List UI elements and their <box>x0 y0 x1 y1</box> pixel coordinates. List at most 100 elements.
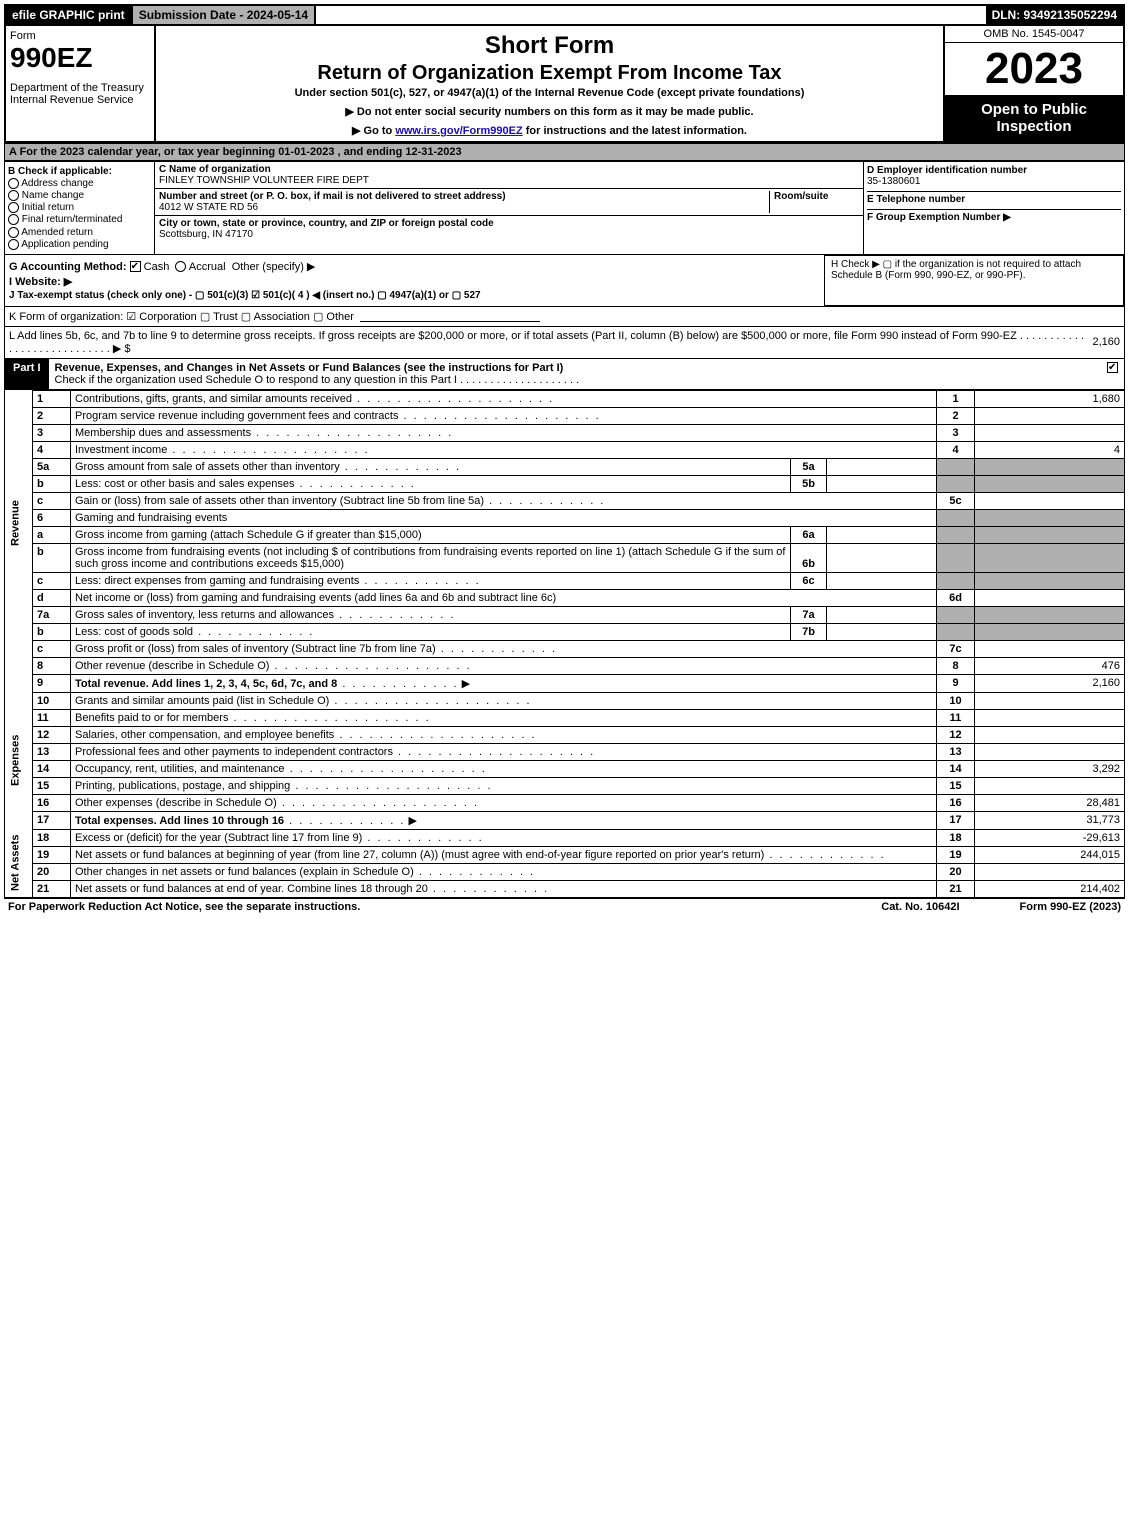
l2-desc: Program service revenue including govern… <box>75 410 601 422</box>
part-i-check-note: Check if the organization used Schedule … <box>55 374 457 386</box>
l6d-num: d <box>33 589 71 606</box>
l10-ln: 10 <box>937 692 975 709</box>
ghijk-left: G Accounting Method: Cash Accrual Other … <box>5 255 824 306</box>
l5a-in: 5a <box>791 458 827 475</box>
l4-amt: 4 <box>975 441 1125 458</box>
l7c-amt <box>975 640 1125 657</box>
chk-initial-return[interactable]: Initial return <box>8 202 151 213</box>
header-right: OMB No. 1545-0047 2023 Open to Public In… <box>943 26 1123 141</box>
l18-ln: 18 <box>937 829 975 846</box>
goto-pre: ▶ Go to <box>352 125 395 137</box>
l18-desc: Excess or (deficit) for the year (Subtra… <box>75 832 362 844</box>
part-i-title: Revenue, Expenses, and Changes in Net As… <box>55 362 564 374</box>
l1-ln: 1 <box>937 390 975 407</box>
l5c-ln: 5c <box>937 492 975 509</box>
l3-desc: Membership dues and assessments <box>75 427 453 439</box>
l17-ln: 17 <box>937 811 975 829</box>
l16-amt: 28,481 <box>975 794 1125 811</box>
l7a-num: 7a <box>33 606 71 623</box>
line-l-gross-receipts: L Add lines 5b, 6c, and 7b to line 9 to … <box>4 327 1125 359</box>
efile-print-label[interactable]: efile GRAPHIC print <box>6 6 133 24</box>
block-bcd: B Check if applicable: Address change Na… <box>4 161 1125 255</box>
l6b-desc: Gross income from fundraising events (no… <box>71 543 791 572</box>
page-footer: For Paperwork Reduction Act Notice, see … <box>4 898 1125 915</box>
submission-date: Submission Date - 2024-05-14 <box>133 6 316 24</box>
ein-value: 35-1380601 <box>867 176 920 187</box>
l9-ln: 9 <box>937 674 975 692</box>
chk-final-return[interactable]: Final return/terminated <box>8 214 151 225</box>
l-text: L Add lines 5b, 6c, and 7b to line 9 to … <box>9 330 1086 355</box>
l15-ln: 15 <box>937 777 975 794</box>
part-i-checkbox[interactable] <box>1107 362 1118 373</box>
l6-desc: Gaming and fundraising events <box>71 509 937 526</box>
l10-desc: Grants and similar amounts paid (list in… <box>75 695 532 707</box>
d-ein-label: D Employer identification number <box>867 165 1027 176</box>
block-ghijk: G Accounting Method: Cash Accrual Other … <box>4 255 1125 307</box>
l2-num: 2 <box>33 407 71 424</box>
l18-amt: -29,613 <box>975 829 1125 846</box>
l12-num: 12 <box>33 726 71 743</box>
l20-desc: Other changes in net assets or fund bala… <box>75 866 414 878</box>
l6a-in: 6a <box>791 526 827 543</box>
chk-amended-return[interactable]: Amended return <box>8 227 151 238</box>
l7c-num: c <box>33 640 71 657</box>
l21-desc: Net assets or fund balances at end of ye… <box>75 883 428 895</box>
header-mid: Short Form Return of Organization Exempt… <box>156 26 943 141</box>
l13-desc: Professional fees and other payments to … <box>75 746 595 758</box>
l6a-num: a <box>33 526 71 543</box>
chk-address-change[interactable]: Address change <box>8 178 151 189</box>
b-title: B Check if applicable: <box>8 166 151 177</box>
part-i-table: Revenue 1 Contributions, gifts, grants, … <box>4 390 1125 898</box>
part-i-label: Part I <box>5 359 49 389</box>
tax-year: 2023 <box>945 43 1123 95</box>
f-group-label: F Group Exemption Number ▶ <box>867 212 1011 223</box>
section-c-org-info: C Name of organization FINLEY TOWNSHIP V… <box>155 162 864 254</box>
l16-desc: Other expenses (describe in Schedule O) <box>75 797 479 809</box>
line-k-form-org: K Form of organization: ☑ Corporation ▢ … <box>4 307 1125 327</box>
l13-num: 13 <box>33 743 71 760</box>
top-bar: efile GRAPHIC print Submission Date - 20… <box>4 4 1125 26</box>
l4-num: 4 <box>33 441 71 458</box>
l6d-ln: 6d <box>937 589 975 606</box>
l12-ln: 12 <box>937 726 975 743</box>
dln: DLN: 93492135052294 <box>986 6 1123 24</box>
l14-ln: 14 <box>937 760 975 777</box>
l2-ln: 2 <box>937 407 975 424</box>
l19-ln: 19 <box>937 846 975 863</box>
omb-number: OMB No. 1545-0047 <box>945 26 1123 43</box>
chk-application-pending[interactable]: Application pending <box>8 239 151 250</box>
l9-desc: Total revenue. Add lines 1, 2, 3, 4, 5c,… <box>75 678 337 690</box>
l13-ln: 13 <box>937 743 975 760</box>
c-room-label: Room/suite <box>774 191 828 202</box>
l20-ln: 20 <box>937 863 975 880</box>
chk-cash[interactable] <box>130 261 141 272</box>
subtitle: Under section 501(c), 527, or 4947(a)(1)… <box>164 87 935 99</box>
note-goto: ▶ Go to www.irs.gov/Form990EZ for instru… <box>164 124 935 137</box>
line-g-accounting: G Accounting Method: Cash Accrual Other … <box>9 260 820 273</box>
irs-label: Internal Revenue Service <box>10 94 150 106</box>
l21-num: 21 <box>33 880 71 897</box>
form-header: Form 990EZ Department of the Treasury In… <box>4 26 1125 143</box>
l5c-desc: Gain or (loss) from sale of assets other… <box>75 495 605 507</box>
l6b-in: 6b <box>791 543 827 572</box>
l11-desc: Benefits paid to or for members <box>75 712 431 724</box>
expenses-section-label: Expenses <box>5 692 33 829</box>
l-amount: 2,160 <box>1092 336 1120 348</box>
chk-accrual[interactable] <box>175 261 186 272</box>
chk-name-change[interactable]: Name change <box>8 190 151 201</box>
form-number: 990EZ <box>10 42 150 74</box>
l7a-in: 7a <box>791 606 827 623</box>
part-i-header: Part I Revenue, Expenses, and Changes in… <box>4 359 1125 390</box>
l6d-desc: Net income or (loss) from gaming and fun… <box>71 589 937 606</box>
l15-num: 15 <box>33 777 71 794</box>
l4-ln: 4 <box>937 441 975 458</box>
l17-amt: 31,773 <box>975 811 1125 829</box>
revenue-section-label: Revenue <box>5 390 33 657</box>
irs-link[interactable]: www.irs.gov/Form990EZ <box>395 125 522 137</box>
line-i-website: I Website: ▶ <box>9 275 820 288</box>
l5b-num: b <box>33 475 71 492</box>
note-ssn: ▶ Do not enter social security numbers o… <box>164 105 935 118</box>
l10-num: 10 <box>33 692 71 709</box>
dept-treasury: Department of the Treasury <box>10 82 150 94</box>
l1-num: 1 <box>33 390 71 407</box>
